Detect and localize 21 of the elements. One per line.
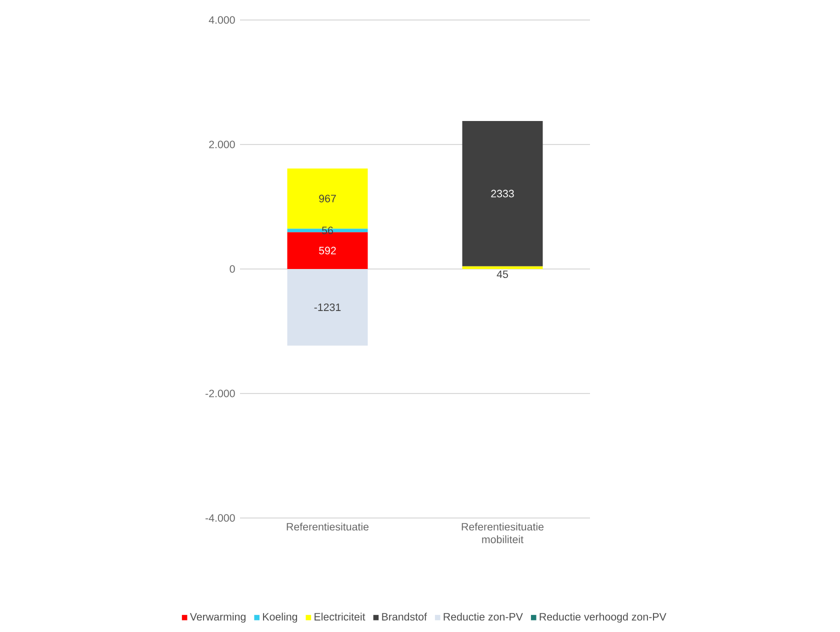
y-tick-label: 2.000 <box>209 140 235 148</box>
x-tick-label: Referentiesituatie <box>286 522 369 531</box>
x-tick-label: Referentiesituatie mobiliteit <box>462 522 544 544</box>
data-label: 592 <box>319 246 336 254</box>
y-tick-label: -2.000 <box>206 390 235 398</box>
legend-label: Electriciteit <box>314 612 366 621</box>
legend-label: Verwarming <box>190 612 246 623</box>
y-tick-label: -4.000 <box>206 514 235 522</box>
legend-label: Koeling <box>263 612 298 623</box>
y-tick-label: 4.000 <box>208 16 235 24</box>
legend-label: Reductie zon-PV <box>444 612 523 621</box>
legend-label: Reductie verhoogd zon-PV <box>540 612 666 623</box>
data-label: -1231 <box>314 304 341 312</box>
bar <box>462 266 543 269</box>
bar <box>462 120 543 266</box>
legend-label: Brandstof <box>382 612 427 621</box>
data-label: 967 <box>319 194 336 202</box>
data-label: 2333 <box>491 190 514 198</box>
bar <box>287 268 368 346</box>
y-tick-label: 0 <box>230 265 235 273</box>
data-label: 45 <box>496 270 508 278</box>
